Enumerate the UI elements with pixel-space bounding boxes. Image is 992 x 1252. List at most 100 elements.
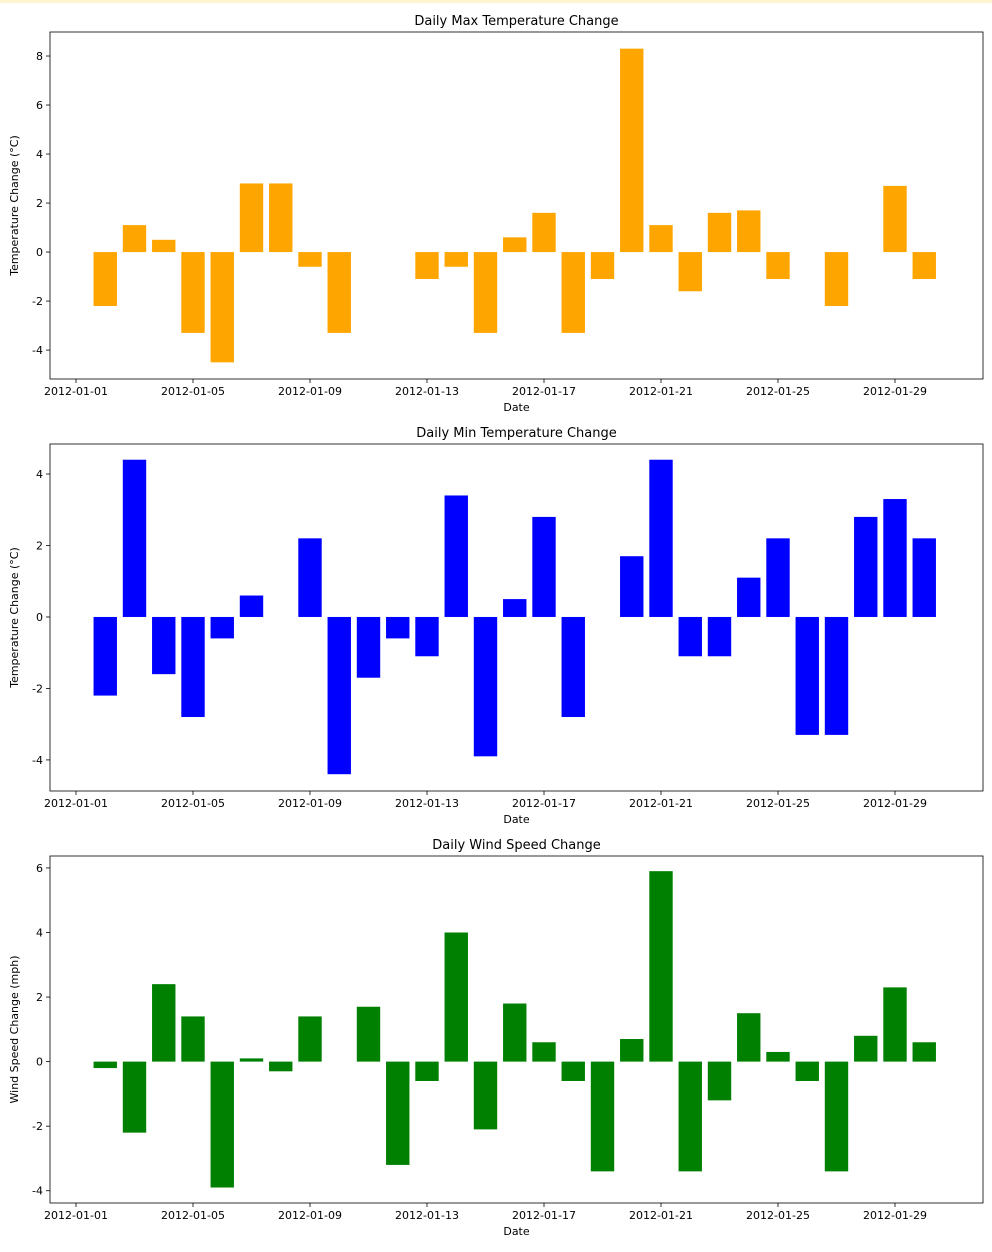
bar-2012-01-17 — [532, 212, 556, 253]
y-tick-label: -2 — [32, 1120, 43, 1133]
bar-2012-01-14 — [444, 252, 468, 267]
bar-2012-01-10 — [327, 252, 351, 333]
bar-2012-01-23 — [707, 1061, 732, 1101]
bar-2012-01-12 — [386, 616, 410, 639]
x-tick-label: 2012-01-21 — [629, 797, 693, 810]
bar-2012-01-29 — [883, 499, 907, 617]
bar-2012-01-04 — [152, 616, 176, 675]
bar-2012-01-15 — [473, 616, 498, 757]
bar-2012-01-03 — [122, 1061, 147, 1133]
y-tick-label: 0 — [36, 611, 43, 624]
bar-2012-01-14 — [444, 932, 468, 1062]
bar-2012-01-26 — [795, 1061, 819, 1081]
bar-2012-01-02 — [93, 252, 117, 306]
x-axis-label: Date — [503, 813, 530, 826]
bar-2012-01-30 — [912, 252, 936, 280]
bar-2012-01-20 — [620, 556, 644, 617]
bar-2012-01-22 — [678, 1061, 702, 1172]
y-tick-label: 6 — [36, 862, 43, 875]
bar-2012-01-15 — [473, 252, 498, 333]
bar-2012-01-24 — [737, 577, 761, 617]
bar-2012-01-03 — [122, 225, 147, 253]
x-tick-label: 2012-01-25 — [746, 797, 810, 810]
x-tick-label: 2012-01-05 — [161, 1209, 225, 1222]
x-tick-label: 2012-01-05 — [161, 797, 225, 810]
bar-2012-01-07 — [239, 595, 264, 617]
x-tick-label: 2012-01-01 — [44, 385, 108, 398]
x-axis-label: Date — [503, 401, 530, 414]
bar-2012-01-19 — [590, 252, 615, 280]
bar-2012-01-25 — [766, 1051, 790, 1062]
x-tick-label: 2012-01-25 — [746, 1209, 810, 1222]
bar-2012-01-17 — [532, 1042, 556, 1062]
subplot-3: Daily Wind Speed Change -4 -2 0 2 4 6 2012-01-0… — [8, 838, 984, 1238]
x-tick-label: 2012-01-17 — [512, 385, 576, 398]
bar-2012-01-02 — [93, 1061, 117, 1069]
bar-2012-01-12 — [386, 1061, 410, 1165]
plot-frame — [49, 855, 984, 1204]
bar-2012-01-21 — [649, 225, 673, 253]
y-tick-label: 2 — [36, 197, 43, 210]
bar-2012-01-21 — [649, 871, 673, 1062]
y-tick-label: 8 — [36, 50, 43, 63]
bar-2012-01-27 — [824, 1061, 849, 1172]
chart-title: Daily Wind Speed Change — [432, 838, 601, 853]
y-tick-label: -2 — [32, 682, 43, 695]
subplot-2: Daily Min Temperature Change -4 -2 0 2 4 2012-… — [8, 426, 984, 826]
bar-2012-01-20 — [620, 48, 644, 253]
bar-2012-01-11 — [356, 1006, 381, 1062]
bar-2012-01-09 — [298, 252, 322, 267]
bar-2012-01-03 — [122, 459, 147, 617]
y-tick-label: 4 — [36, 468, 43, 481]
x-tick-label: 2012-01-21 — [629, 1209, 693, 1222]
bar-2012-01-24 — [737, 1013, 761, 1062]
bar-2012-01-09 — [298, 1016, 322, 1062]
bar-2012-01-19 — [590, 1061, 615, 1172]
x-tick-label: 2012-01-01 — [44, 797, 108, 810]
bar-2012-01-25 — [766, 252, 790, 280]
y-tick-label: 6 — [36, 99, 43, 112]
top-strip — [0, 0, 992, 3]
plot-frame — [49, 31, 984, 380]
y-tick-label: 2 — [36, 539, 43, 552]
bar-2012-01-23 — [707, 212, 732, 253]
bar-2012-01-18 — [561, 616, 585, 718]
bar-2012-01-02 — [93, 616, 117, 696]
bar-2012-01-27 — [824, 616, 849, 735]
bar-2012-01-28 — [854, 1035, 878, 1062]
bar-2012-01-21 — [649, 459, 673, 617]
y-tick-label: 4 — [36, 148, 43, 161]
x-tick-label: 2012-01-25 — [746, 385, 810, 398]
x-tick-label: 2012-01-13 — [395, 1209, 459, 1222]
bar-2012-01-13 — [415, 616, 439, 657]
y-tick-label: 2 — [36, 991, 43, 1004]
plot-frame — [49, 443, 984, 792]
y-tick-label: 0 — [36, 246, 43, 259]
bar-2012-01-24 — [737, 210, 761, 253]
x-axis-label: Date — [503, 1225, 530, 1238]
bar-2012-01-23 — [707, 616, 732, 657]
y-tick-label: -4 — [32, 754, 43, 767]
bar-2012-01-08 — [269, 183, 293, 253]
bar-2012-01-29 — [883, 185, 907, 253]
y-axis-label: Temperature Change (°C) — [8, 547, 21, 689]
bar-2012-01-13 — [415, 252, 439, 280]
bar-2012-01-29 — [883, 987, 907, 1062]
bar-2012-01-07 — [239, 1058, 264, 1062]
bar-2012-01-28 — [854, 516, 878, 617]
y-tick-label: -4 — [32, 1185, 43, 1198]
bar-2012-01-17 — [532, 516, 556, 617]
y-tick-label: -4 — [32, 344, 43, 357]
x-tick-label: 2012-01-09 — [278, 385, 342, 398]
bar-2012-01-05 — [181, 616, 205, 718]
y-tick-label: 0 — [36, 1056, 43, 1069]
x-tick-label: 2012-01-29 — [863, 1209, 927, 1222]
y-tick-label: 4 — [36, 927, 43, 940]
bar-2012-01-09 — [298, 538, 322, 617]
x-tick-label: 2012-01-13 — [395, 797, 459, 810]
bar-2012-01-11 — [356, 616, 381, 678]
x-tick-label: 2012-01-13 — [395, 385, 459, 398]
bar-2012-01-20 — [620, 1039, 644, 1062]
bar-2012-01-13 — [415, 1061, 439, 1081]
